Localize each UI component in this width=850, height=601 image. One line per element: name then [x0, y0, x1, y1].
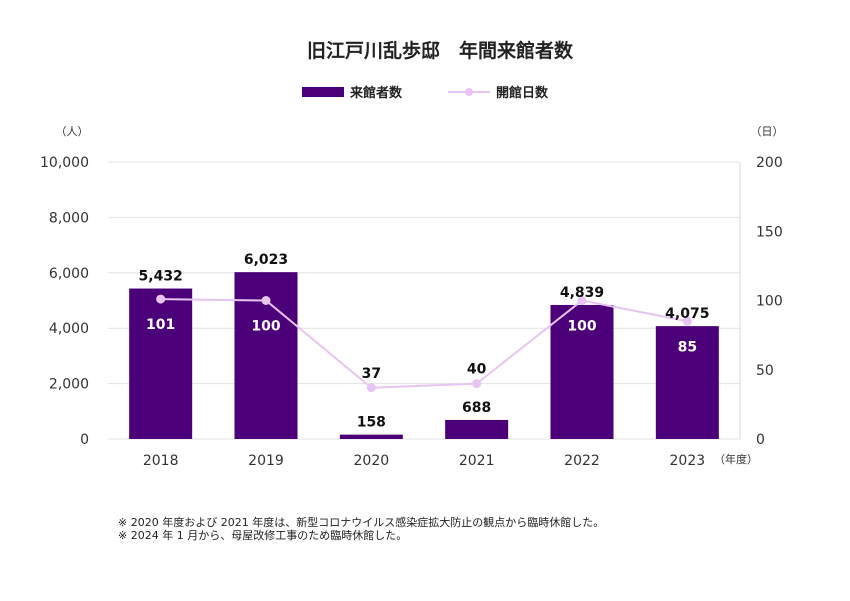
footnotes: ※ 2020 年度および 2021 年度は、新型コロナウイルス感染症拡大防止の観… — [118, 516, 604, 542]
days-value-label: 100 — [567, 319, 596, 335]
left-tick-label: 2,000 — [49, 377, 89, 393]
days-value-label: 85 — [678, 339, 697, 355]
days-point-2023 — [682, 316, 692, 326]
days-value-label: 101 — [146, 317, 175, 333]
days-line — [160, 298, 688, 389]
bar-value-label: 158 — [357, 415, 386, 431]
x-tick-label: 2021 — [459, 453, 495, 469]
bar-value-label: 688 — [462, 400, 491, 416]
right-tick-label: 0 — [756, 432, 765, 448]
days-value-label: 40 — [467, 362, 487, 378]
right-tick-label: 100 — [756, 294, 783, 310]
chart-title: 旧江戸川乱歩邸 年間来館者数 — [307, 39, 574, 62]
bar-series — [129, 272, 719, 439]
bar-2023 — [655, 326, 719, 439]
bar-value-label: 4,839 — [560, 285, 604, 301]
bar-value-label: 4,075 — [665, 306, 709, 322]
bar-value-label: 5,432 — [139, 269, 183, 285]
x-tick-label: 2023 — [670, 453, 706, 469]
bar-2020 — [339, 434, 403, 439]
footnote-2: ※ 2024 年 1 月から、母屋改修工事のため臨時休館した。 — [118, 529, 408, 542]
left-tick-label: 6,000 — [49, 266, 89, 282]
right-axis-ticks: 0 50 100 150 200 — [756, 155, 783, 448]
legend-line-marker — [465, 88, 473, 96]
days-point-2021 — [472, 379, 482, 389]
gridlines — [108, 161, 741, 440]
days-point-2020 — [366, 383, 376, 393]
days-point-2022 — [577, 296, 587, 305]
days-point-2019 — [261, 296, 271, 305]
left-tick-label: 10,000 — [40, 155, 89, 171]
left-tick-label: 0 — [80, 432, 89, 448]
x-tick-label: 2019 — [248, 453, 284, 469]
right-tick-label: 150 — [756, 224, 783, 240]
days-point-2018 — [156, 294, 166, 304]
legend: 来館者数 開館日数 — [302, 85, 549, 101]
right-tick-label: 50 — [756, 363, 774, 379]
footnote-1: ※ 2020 年度および 2021 年度は、新型コロナウイルス感染症拡大防止の観… — [118, 516, 605, 529]
legend-label-visitors: 来館者数 — [349, 85, 403, 101]
left-axis-ticks: 0 2,000 4,000 6,000 8,000 10,000 — [40, 155, 89, 448]
x-axis-ticks: 2018 2019 2020 2021 2022 2023 — [143, 453, 705, 469]
left-tick-label: 4,000 — [49, 321, 89, 337]
left-tick-label: 8,000 — [49, 210, 89, 226]
days-value-label: 100 — [251, 319, 280, 335]
x-tick-label: 2022 — [564, 453, 600, 469]
x-tick-label: 2018 — [143, 453, 179, 469]
bar-2022 — [550, 304, 614, 439]
legend-bar-swatch — [302, 87, 344, 97]
days-value-label: 37 — [362, 366, 381, 382]
bar-value-label: 6,023 — [244, 252, 288, 268]
left-axis-unit: （人） — [56, 125, 89, 138]
line-series — [156, 294, 692, 393]
x-tick-label: 2020 — [354, 453, 390, 469]
bar-2018 — [129, 288, 193, 439]
right-axis-unit: （日） — [751, 125, 784, 138]
legend-label-days: 開館日数 — [496, 85, 549, 101]
bar-2021 — [445, 419, 509, 439]
right-tick-label: 200 — [756, 155, 783, 171]
data-labels: 5,432 6,023 158 688 4,839 4,075 101 100 37 40 100 8… — [139, 252, 710, 430]
x-axis-unit: （年度） — [714, 452, 758, 466]
